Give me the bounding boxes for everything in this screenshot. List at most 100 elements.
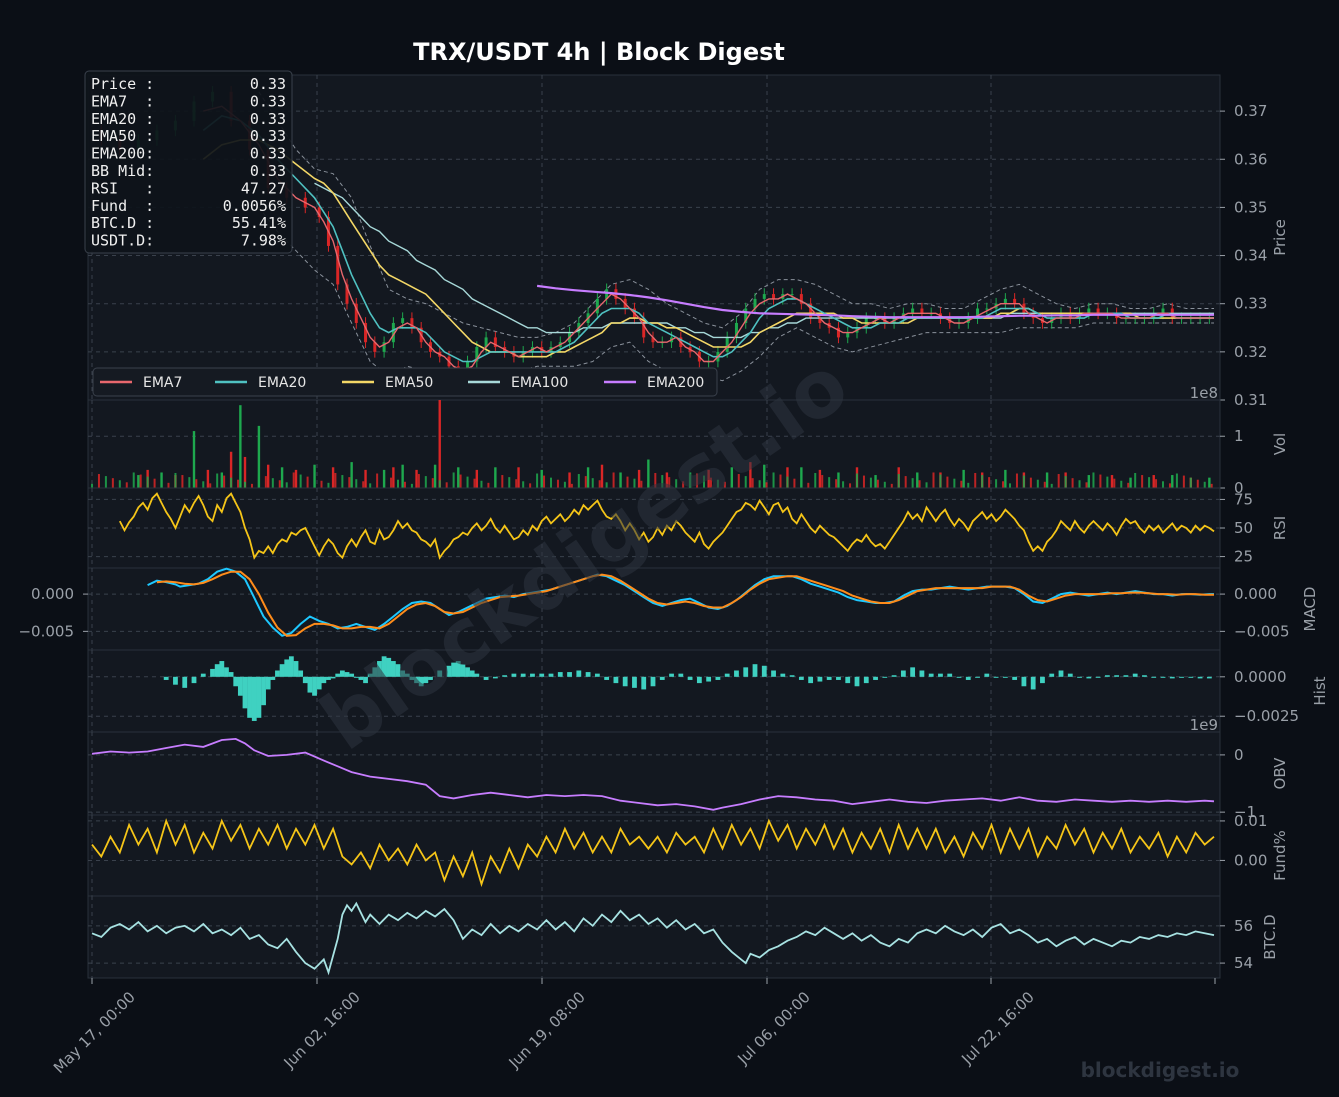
volume-bar (890, 483, 893, 488)
histogram-bar (687, 676, 693, 680)
info-label: BTC.D : (91, 214, 154, 232)
volume-bar (835, 479, 838, 488)
histogram-bar (1021, 676, 1027, 687)
histogram-bar (469, 670, 475, 677)
y-tick-label: −0.0025 (1234, 707, 1299, 725)
histogram-bar (404, 673, 410, 677)
volume-bar (1085, 482, 1088, 488)
histogram-bar (734, 670, 739, 677)
histogram-bar (1067, 673, 1073, 677)
volume-bar (438, 480, 441, 488)
volume-bar (709, 477, 712, 488)
volume-bar (918, 480, 921, 488)
info-label: EMA7 : (91, 92, 154, 110)
histogram-bar (539, 673, 545, 677)
volume-bar (313, 464, 316, 488)
axis-offset-label: 1e8 (1190, 384, 1218, 402)
candle-body (595, 298, 599, 314)
volume-bar (876, 479, 879, 488)
volume-bar (104, 476, 107, 488)
volume-bar (874, 475, 877, 488)
volume-bar (517, 467, 520, 488)
panel-obv: 0 −1 OBV 1e9 (87, 716, 1289, 821)
volume-bar (939, 474, 942, 488)
volume-bar (1141, 475, 1144, 488)
volume-bar (257, 474, 260, 488)
volume-bar (334, 472, 337, 488)
histogram-bar (191, 676, 197, 684)
volume-bar (1029, 477, 1032, 488)
histogram-bar (330, 676, 336, 679)
axis-offset-label: 1e9 (1190, 716, 1218, 734)
info-box-frame (84, 70, 293, 254)
y-axis-label: Price (1271, 219, 1289, 256)
volume-bar (424, 476, 427, 488)
histogram-bar (381, 656, 387, 677)
volume-bar (1064, 476, 1067, 488)
volume-bar (751, 478, 754, 488)
volume-bar (758, 480, 761, 488)
histogram-bar (409, 676, 415, 680)
volume-bar (946, 476, 949, 488)
volume-bar (1036, 479, 1039, 488)
candle-body (605, 289, 609, 299)
histogram-bar (316, 676, 322, 690)
volume-bar (383, 475, 386, 488)
candle-body (911, 308, 915, 314)
histogram-bar (182, 676, 188, 688)
volume-bar (522, 481, 525, 488)
histogram-bar (339, 670, 345, 677)
info-label: RSI : (91, 179, 154, 197)
candle-body (976, 308, 980, 319)
volume-bar (392, 467, 395, 488)
volume-bar (401, 464, 404, 488)
info-label: EMA200: (91, 145, 154, 163)
volume-bar (1043, 481, 1046, 488)
y-axis-label: OBV (1271, 757, 1289, 790)
volume-bar (229, 451, 233, 488)
histogram-bar (474, 673, 480, 677)
histogram-bar (975, 676, 980, 678)
volume-bar (1015, 473, 1018, 488)
volume-bar (786, 476, 789, 488)
y-tick-label: 25 (1234, 548, 1253, 566)
volume-bar (1168, 483, 1171, 488)
volume-bar (925, 482, 928, 488)
volume-bar (637, 469, 641, 488)
corner-watermark: blockdigest.io (1081, 1058, 1240, 1082)
histogram-bar (1077, 676, 1082, 678)
volume-bar (97, 474, 100, 488)
histogram-bar (414, 676, 419, 684)
histogram-bar (845, 676, 851, 684)
volume-bar (376, 473, 379, 488)
histogram-bar (307, 676, 313, 693)
volume-bar (960, 480, 963, 488)
candle-body (846, 332, 850, 338)
histogram-bar (993, 676, 999, 678)
volume-bar (916, 472, 919, 488)
volume-bar (577, 474, 580, 488)
histogram-bar (233, 676, 239, 687)
legend-entry: EMA50 (385, 375, 433, 391)
volume-bar (445, 482, 448, 488)
histogram-bar (882, 676, 888, 678)
volume-bar (132, 472, 135, 488)
volume-bar (1078, 480, 1081, 488)
histogram-bar (576, 670, 582, 677)
volume-bar (1189, 477, 1192, 488)
volume-bar (605, 482, 608, 488)
candle-body (809, 303, 813, 319)
histogram-bar (659, 676, 665, 680)
x-tick-label: Jul 22, 16:00 (957, 988, 1037, 1068)
panel-vol: 0 1 Vol 1e8 (87, 384, 1289, 497)
panel-hist: 0.0000 −0.0025 Hist (87, 649, 1329, 733)
volume-bar (111, 478, 114, 488)
volume-bar (818, 469, 822, 488)
candle-body (734, 322, 738, 338)
volume-bar (278, 480, 281, 488)
volume-bar (1050, 483, 1053, 488)
histogram-bar (1206, 676, 1212, 679)
volume-bar (280, 467, 284, 488)
